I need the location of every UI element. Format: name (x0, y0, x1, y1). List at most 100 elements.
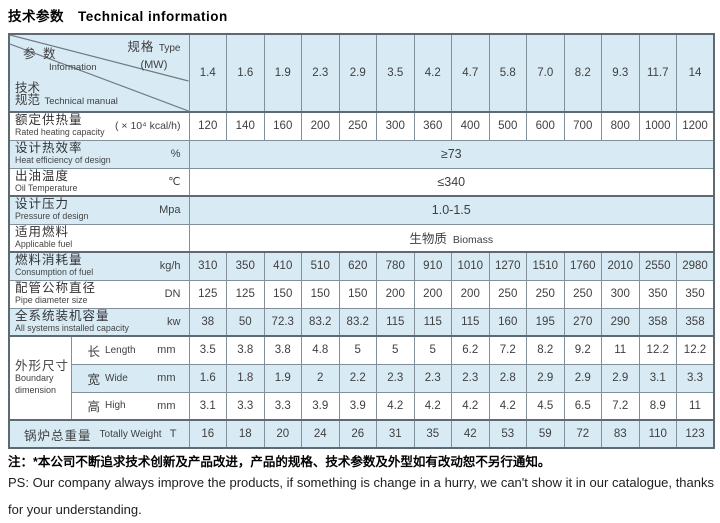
cell-boundary-wide-3.5: 2.3 (376, 363, 415, 393)
cell-boundary-wide-2.9: 2.2 (338, 363, 377, 393)
cell-boundary-high-9.3: 7.2 (601, 391, 640, 421)
type-header-2.9: 2.9 (338, 33, 377, 113)
cell-design-pressure-merged: 1.0-1.5 (188, 195, 715, 225)
corner-diagonal: 规格 Type (MW) 参 数 Information 技术 规范 Techn… (10, 35, 188, 110)
cell-installed-capacity-3.5: 115 (376, 307, 415, 337)
type-header-5.8: 5.8 (488, 33, 527, 113)
cell-fuel-consumption-4.7: 1010 (451, 251, 490, 281)
cell-boundary-length-2.9: 5 (338, 335, 377, 365)
cell-installed-capacity-5.8: 160 (488, 307, 527, 337)
cell-pipe-diameter-1.9: 150 (263, 279, 302, 309)
label-applicable-fuel: 适用燃料 Applicable fuel (8, 223, 190, 253)
cell-rated-heating-capacity-7.0: 600 (526, 111, 565, 141)
row-boundary-high: 高 High mm 3.1 3.3 3.3 3.9 3.9 4.2 4.2 4.2 4.2 4.5 6.5… (9, 391, 715, 421)
cell-fuel-consumption-5.8: 1270 (488, 251, 527, 281)
page-title: 技术参数 Technical information (8, 5, 228, 25)
cell-boundary-length-1.6: 3.8 (226, 335, 265, 365)
row-applicable-fuel: 适用燃料 Applicable fuel 生物质 Biomass (8, 223, 715, 253)
cell-pipe-diameter-1.4: 125 (188, 279, 227, 309)
cell-boundary-high-1.6: 3.3 (226, 391, 265, 421)
corner-spec-en: Type (158, 43, 181, 54)
cell-installed-capacity-1.6: 50 (226, 307, 265, 337)
cell-rated-heating-capacity-11.7: 1000 (638, 111, 677, 141)
row-installed-capacity: 全系统装机容量 All systems installed capacity kw 3… (8, 307, 715, 337)
row-fuel-consumption: 燃料消耗量 Consumption of fuel kg/h 310 350 410 510… (8, 251, 715, 281)
cell-rated-heating-capacity-14: 1200 (676, 111, 715, 141)
cell-fuel-consumption-8.2: 1760 (563, 251, 602, 281)
label-design-pressure: 设计压力 Pressure of design Mpa (8, 195, 190, 225)
cell-total-weight-8.2: 72 (563, 419, 602, 449)
cell-fuel-consumption-9.3: 2010 (601, 251, 640, 281)
cell-rated-heating-capacity-2.3: 200 (301, 111, 340, 141)
cell-boundary-high-8.2: 6.5 (563, 391, 602, 421)
cell-boundary-length-8.2: 9.2 (563, 335, 602, 365)
cell-heat-efficiency-merged: ≥73 (188, 139, 715, 169)
diagonal-lines-icon (10, 35, 188, 110)
cell-fuel-consumption-1.4: 310 (188, 251, 227, 281)
cell-rated-heating-capacity-4.7: 400 (451, 111, 490, 141)
cell-boundary-high-2.3: 3.9 (301, 391, 340, 421)
cell-fuel-consumption-14: 2980 (676, 251, 715, 281)
note-chinese: 注：*本公司不断追求技术创新及产品改进，产品的规格、技术参数及外型如有改动恕不另… (8, 455, 551, 469)
row-pipe-diameter: 配管公称直径 Pipe diameter size DN 125 125 150 150 15… (8, 279, 715, 309)
row-design-pressure: 设计压力 Pressure of design Mpa 1.0-1.5 (8, 195, 715, 225)
cell-boundary-wide-2.3: 2 (301, 363, 340, 393)
cell-boundary-wide-11.7: 3.1 (638, 363, 677, 393)
table-header-row: 规格 Type (MW) 参 数 Information 技术 规范 Techn… (8, 33, 715, 113)
cell-pipe-diameter-8.2: 250 (563, 279, 602, 309)
cell-rated-heating-capacity-9.3: 800 (601, 111, 640, 141)
row-oil-temperature: 出油温度 Oil Temperature ℃ ≤340 (8, 167, 715, 197)
cell-boundary-length-4.2: 5 (413, 335, 452, 365)
type-header-11.7: 11.7 (638, 33, 677, 113)
cell-total-weight-4.7: 42 (451, 419, 490, 449)
cell-boundary-wide-4.2: 2.3 (413, 363, 452, 393)
corner-spec-zh: 规格 (127, 40, 155, 54)
type-header-1.4: 1.4 (188, 33, 227, 113)
cell-boundary-wide-14: 3.3 (676, 363, 715, 393)
corner-tech-zh1: 技术 (15, 81, 41, 95)
cell-fuel-consumption-11.7: 2550 (638, 251, 677, 281)
technical-spec-table: 规格 Type (MW) 参 数 Information 技术 规范 Techn… (8, 33, 715, 449)
label-boundary-wide: 宽 Wide mm (70, 363, 190, 393)
type-header-4.2: 4.2 (413, 33, 452, 113)
cell-boundary-length-1.4: 3.5 (188, 335, 227, 365)
cell-fuel-consumption-2.9: 620 (338, 251, 377, 281)
cell-total-weight-3.5: 31 (376, 419, 415, 449)
type-header-3.5: 3.5 (376, 33, 415, 113)
cell-fuel-consumption-1.6: 350 (226, 251, 265, 281)
page-title-en: Technical information (78, 9, 228, 24)
cell-fuel-consumption-7.0: 1510 (526, 251, 565, 281)
cell-rated-heating-capacity-8.2: 700 (563, 111, 602, 141)
row-rated-heating-capacity: 额定供热量 Rated heating capacity( × 10⁴ kcal/… (8, 111, 715, 141)
cell-total-weight-1.4: 16 (188, 419, 227, 449)
corner-spec-label: 规格 Type (MW) (127, 39, 180, 73)
cell-installed-capacity-2.9: 83.2 (338, 307, 377, 337)
cell-fuel-consumption-4.2: 910 (413, 251, 452, 281)
cell-boundary-length-3.5: 5 (376, 335, 415, 365)
cell-pipe-diameter-5.8: 250 (488, 279, 527, 309)
type-header-8.2: 8.2 (563, 33, 602, 113)
cell-fuel-consumption-2.3: 510 (301, 251, 340, 281)
cell-total-weight-1.6: 18 (226, 419, 265, 449)
cell-total-weight-11.7: 110 (638, 419, 677, 449)
cell-oil-temperature-merged: ≤340 (188, 167, 715, 197)
cell-pipe-diameter-14: 350 (676, 279, 715, 309)
cell-boundary-high-3.5: 4.2 (376, 391, 415, 421)
cell-boundary-high-1.9: 3.3 (263, 391, 302, 421)
type-header-7.0: 7.0 (526, 33, 565, 113)
cell-installed-capacity-11.7: 358 (638, 307, 677, 337)
cell-installed-capacity-4.2: 115 (413, 307, 452, 337)
cell-installed-capacity-9.3: 290 (601, 307, 640, 337)
note-english: PS: Our company always improve the produ… (8, 475, 714, 517)
cell-boundary-length-7.0: 8.2 (526, 335, 565, 365)
label-total-weight: 锅炉总重量 Totally Weight T (8, 419, 190, 449)
cell-boundary-length-9.3: 11 (601, 335, 640, 365)
page-title-zh: 技术参数 (8, 9, 64, 24)
cell-boundary-wide-8.2: 2.9 (563, 363, 602, 393)
cell-boundary-high-4.7: 4.2 (451, 391, 490, 421)
cell-pipe-diameter-9.3: 300 (601, 279, 640, 309)
row-boundary-wide: 宽 Wide mm 1.6 1.8 1.9 2 2.2 2.3 2.3 2.3 2.8 2.9 2.9 2.… (9, 363, 715, 393)
cell-rated-heating-capacity-5.8: 500 (488, 111, 527, 141)
label-heat-efficiency: 设计热效率 Heat efficiency of design% (8, 139, 190, 169)
